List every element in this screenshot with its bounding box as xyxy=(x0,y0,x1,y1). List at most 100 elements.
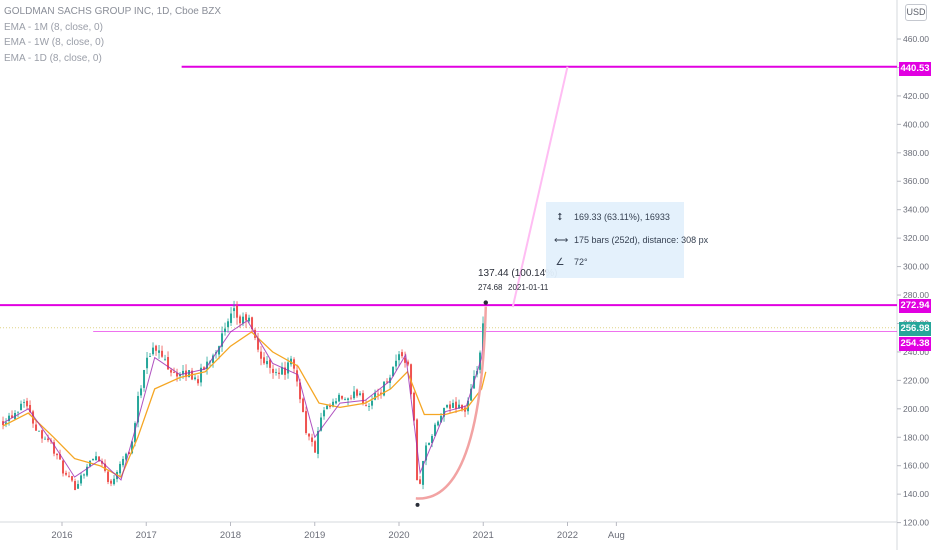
measure-angle-text: 72° xyxy=(574,257,588,267)
y-tick-label: 200.00 xyxy=(903,404,929,414)
y-tick-label: 400.00 xyxy=(903,119,929,129)
candle-body xyxy=(44,438,47,440)
candle-body xyxy=(164,358,167,360)
point-price-label: 274.68 xyxy=(478,283,503,292)
candle-body xyxy=(176,372,179,377)
candle-body xyxy=(8,415,11,422)
candle-body xyxy=(344,399,347,400)
last-price-tag: 256.98 xyxy=(899,322,931,336)
candle-body xyxy=(194,377,197,380)
resistance-price-tag: 272.94 xyxy=(899,299,931,313)
candle-body xyxy=(110,480,113,484)
candle-body xyxy=(62,460,65,474)
legend-ema-1w[interactable]: EMA - 1W (8, close, 0) xyxy=(4,37,105,48)
candle-body xyxy=(455,401,458,409)
candle-body xyxy=(398,354,401,361)
y-tick-label: 420.00 xyxy=(903,91,929,101)
candle-body xyxy=(197,379,200,384)
y-tick-label: 320.00 xyxy=(903,233,929,243)
legend-title: GOLDMAN SACHS GROUP INC, 1D, Cboe BZX xyxy=(4,6,222,17)
candle-body xyxy=(83,474,86,476)
candle-body xyxy=(326,405,329,410)
candle-body xyxy=(5,422,8,425)
candle-body xyxy=(92,458,95,461)
candle-body xyxy=(386,381,389,383)
candle-body xyxy=(122,458,125,466)
candle-body xyxy=(47,438,50,441)
candle-body xyxy=(284,367,287,375)
candle-body xyxy=(245,314,248,321)
measure-price-row: ⭥ 169.33 (63.11%), 16933 xyxy=(554,211,670,223)
candle-body xyxy=(329,405,332,407)
candle-body xyxy=(56,453,59,456)
x-tick-label: 2017 xyxy=(136,530,157,541)
candle-body xyxy=(59,454,62,460)
candle-body xyxy=(332,401,335,407)
candle-body xyxy=(287,362,290,374)
candle-body xyxy=(431,435,434,443)
candle-body xyxy=(221,333,224,347)
candle-body xyxy=(98,456,101,462)
y-tick-label: 280.00 xyxy=(903,290,929,300)
legend-ema-1m[interactable]: EMA - 1M (8, close, 0) xyxy=(4,21,103,33)
y-tick-label: 240.00 xyxy=(903,347,929,357)
candle-body xyxy=(173,372,176,374)
candle-body xyxy=(17,411,20,413)
projection-line xyxy=(511,66,569,308)
x-tick-label: 2020 xyxy=(388,530,409,541)
candle-body xyxy=(74,481,77,490)
legend-ema-1d[interactable]: EMA - 1D (8, close, 0) xyxy=(4,52,102,64)
candle-body xyxy=(317,430,320,454)
candle-body xyxy=(434,424,437,436)
candle-body xyxy=(260,351,263,359)
candle-body xyxy=(203,367,206,370)
candle-body xyxy=(26,400,29,407)
x-tick-label: 2022 xyxy=(557,530,578,541)
candle-body xyxy=(263,357,266,364)
y-tick-label: 340.00 xyxy=(903,205,929,215)
candle-body xyxy=(131,441,134,454)
candle-body xyxy=(179,374,182,377)
y-tick-label: 300.00 xyxy=(903,262,929,272)
candle-body xyxy=(419,479,422,484)
candle-body xyxy=(35,424,38,431)
candle-body xyxy=(290,358,293,365)
candle-body xyxy=(320,417,323,431)
candle-body xyxy=(11,415,14,418)
candle-body xyxy=(71,476,74,481)
candle-body xyxy=(446,404,449,408)
candle-body xyxy=(275,372,278,373)
vertical-range-icon: ⭥ xyxy=(557,211,563,223)
candle-body xyxy=(371,400,374,406)
candle-body xyxy=(233,308,236,312)
candle-body xyxy=(482,323,485,351)
candle-body xyxy=(140,388,143,396)
candle-body xyxy=(158,350,161,353)
candle-body xyxy=(149,356,152,357)
candle-body xyxy=(41,430,44,439)
angle-icon: ∠ xyxy=(555,256,565,268)
candle-body xyxy=(230,313,233,323)
candle-body xyxy=(155,345,158,351)
candle-body xyxy=(167,357,170,370)
candle-body xyxy=(236,305,239,318)
candle-body xyxy=(2,421,5,425)
candle-body xyxy=(23,401,26,403)
candle-body xyxy=(65,472,68,475)
candle-body xyxy=(53,442,56,454)
candle-body xyxy=(188,370,191,378)
currency-button[interactable]: USD xyxy=(905,4,927,21)
candle-body xyxy=(29,405,32,413)
candle-body xyxy=(218,346,221,355)
candle-body xyxy=(86,466,89,476)
curve-arc xyxy=(415,306,488,500)
candle-body xyxy=(302,398,305,413)
support-price-tag: 254.38 xyxy=(899,337,931,351)
candle-body xyxy=(308,433,311,437)
y-tick-label: 360.00 xyxy=(903,176,929,186)
candle-body xyxy=(161,350,164,357)
candle-body xyxy=(335,401,338,404)
candle-body xyxy=(200,367,203,383)
candle-body xyxy=(404,357,407,363)
